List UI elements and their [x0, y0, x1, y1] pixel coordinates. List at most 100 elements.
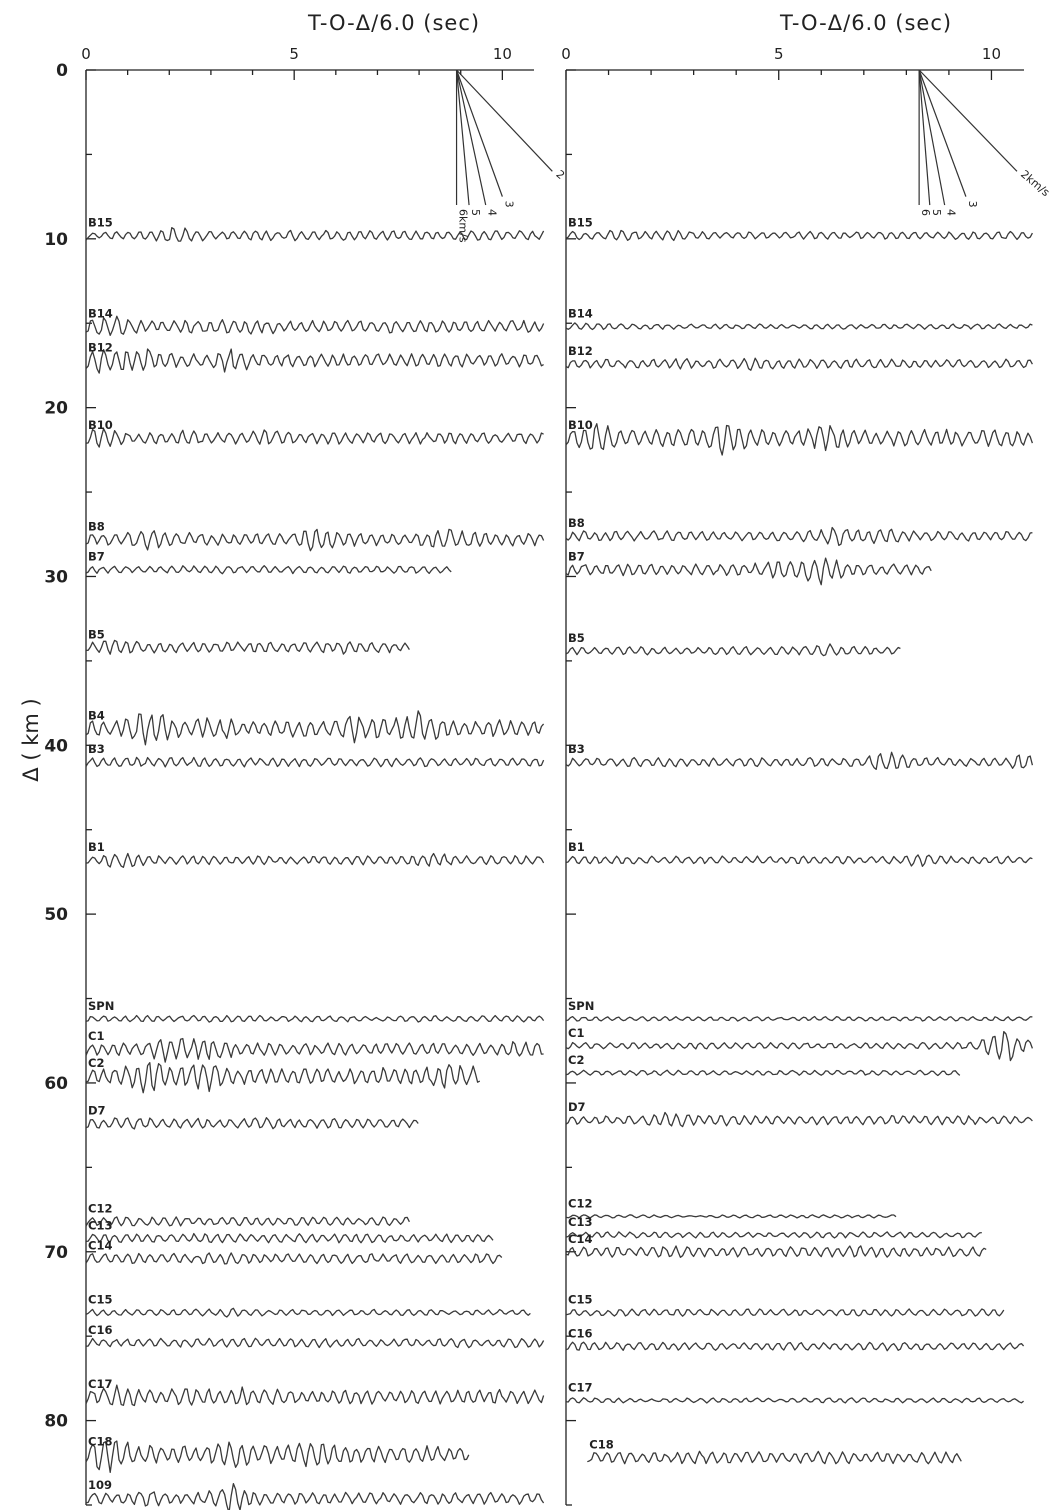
- seismogram-trace: [85, 1232, 494, 1244]
- velocity-line-label: 3: [966, 201, 979, 208]
- station-label: C13: [88, 1218, 112, 1232]
- station-label: SPN: [88, 999, 114, 1013]
- seismogram-trace: [85, 852, 545, 868]
- seismogram-trace: [85, 710, 545, 746]
- y-tick-label: 60: [44, 1074, 68, 1094]
- seismogram-trace: [565, 557, 932, 586]
- seismogram-trace: [85, 756, 545, 768]
- station-label: B10: [568, 418, 593, 432]
- y-tick-label: 10: [44, 230, 68, 250]
- seismogram-trace: [85, 428, 544, 448]
- station-label: C14: [88, 1239, 112, 1253]
- station-label: C1: [568, 1026, 584, 1040]
- station-label: B5: [88, 627, 105, 641]
- seismogram-trace: [85, 1337, 545, 1349]
- left-panel: T-O-Δ/6.0 (sec) Δ ( km ) 0 5 10 0 10 20 30 40 5…: [19, 11, 567, 1510]
- station-label: C15: [88, 1293, 112, 1307]
- station-label: B15: [568, 215, 593, 229]
- station-label: B10: [88, 418, 113, 432]
- seismogram-trace: [565, 1245, 987, 1258]
- left-x-ticks: 0 5 10: [81, 45, 512, 63]
- station-label: B12: [568, 344, 593, 358]
- velocity-line-label: 2km/s: [1018, 168, 1052, 200]
- seismogram-trace: [565, 1069, 961, 1077]
- seismogram-trace: [85, 1482, 545, 1510]
- seismogram-trace: [565, 229, 1033, 242]
- seismogram-trace: [85, 1252, 503, 1265]
- station-label: C16: [568, 1326, 592, 1340]
- station-label: B3: [88, 742, 105, 756]
- station-label: B5: [568, 631, 585, 645]
- seismogram-trace: [565, 1308, 1005, 1317]
- seismogram-trace: [85, 1440, 470, 1474]
- station-label: B3: [568, 742, 585, 756]
- seismogram-trace: [565, 854, 1033, 867]
- seismogram-trace: [85, 565, 452, 575]
- velocity-line: [918, 69, 931, 206]
- station-label: C2: [568, 1053, 584, 1067]
- seismogram-trace: [565, 1111, 1033, 1128]
- y-tick-label: 0: [56, 61, 68, 81]
- station-label: B14: [568, 307, 593, 321]
- station-label: C17: [88, 1377, 112, 1391]
- velocity-line: [456, 69, 553, 172]
- seismogram-trace: [85, 315, 545, 336]
- velocity-line: [918, 69, 967, 197]
- seismogram-trace: [565, 1214, 897, 1219]
- station-label: C12: [88, 1201, 112, 1215]
- station-label: C15: [568, 1293, 592, 1307]
- velocity-line: [918, 69, 1018, 172]
- y-tick-label: 40: [44, 736, 68, 756]
- x-tick-label: 5: [289, 45, 299, 63]
- seismogram-trace: [565, 751, 1034, 770]
- x-tick-label: 10: [982, 45, 1001, 63]
- seismogram-trace: [85, 1384, 545, 1407]
- seismogram-trace: [85, 1307, 531, 1318]
- x-tick-label: 0: [561, 45, 571, 63]
- seismogram-trace: [565, 1030, 1034, 1062]
- seismogram-trace: [85, 528, 545, 552]
- x-tick-label: 0: [81, 45, 91, 63]
- left-x-axis-title: T-O-Δ/6.0 (sec): [307, 11, 480, 35]
- station-label: B8: [568, 516, 585, 530]
- right-velocity-fan: 65 4 3 2km/s: [918, 69, 1052, 216]
- left-velocity-fan: 6km/s 5 43 2: [455, 69, 567, 243]
- left-seismograms: B15 B14 B12 B10 B8 B7 B5 B4 B3 B1 SPN C1 C2 D7 C12 C13 C…: [85, 215, 545, 1510]
- station-label: C17: [568, 1380, 592, 1394]
- velocity-line-label: 4: [486, 209, 499, 216]
- velocity-line-label: 5: [930, 209, 943, 216]
- velocity-line-label: 6: [919, 209, 932, 216]
- seismogram-trace: [565, 423, 1034, 456]
- right-x-axis-title: T-O-Δ/6.0 (sec): [779, 11, 952, 35]
- station-label: C16: [88, 1323, 112, 1337]
- station-label: B7: [568, 550, 585, 564]
- seismogram-trace: [587, 1450, 962, 1465]
- seismogram-trace: [565, 1397, 1024, 1404]
- velocity-line-label: 5: [469, 209, 482, 216]
- y-tick-label: 30: [44, 567, 68, 587]
- station-label: B8: [88, 519, 105, 533]
- station-label: C18: [589, 1438, 613, 1452]
- station-label: C12: [568, 1196, 592, 1210]
- right-x-ticks: 0 5 10: [561, 45, 1001, 63]
- velocity-line: [918, 69, 946, 206]
- x-tick-label: 5: [774, 45, 784, 63]
- seismogram-trace: [565, 322, 1033, 331]
- seismogram-trace: [565, 643, 901, 657]
- station-label: C13: [568, 1215, 592, 1229]
- station-label: C18: [88, 1434, 112, 1448]
- velocity-line-label: 2: [553, 168, 567, 182]
- station-label: D7: [568, 1100, 586, 1114]
- left-axes: [85, 69, 534, 1506]
- velocity-line-label: 4: [945, 209, 958, 216]
- right-axes: [565, 69, 1024, 1506]
- station-label: B15: [88, 215, 113, 229]
- station-label: B7: [88, 550, 105, 564]
- seismogram-trace: [85, 1014, 545, 1023]
- station-label: SPN: [568, 999, 594, 1013]
- station-label: C1: [88, 1029, 104, 1043]
- seismogram-trace: [85, 1216, 410, 1227]
- seismogram-trace: [565, 526, 1033, 547]
